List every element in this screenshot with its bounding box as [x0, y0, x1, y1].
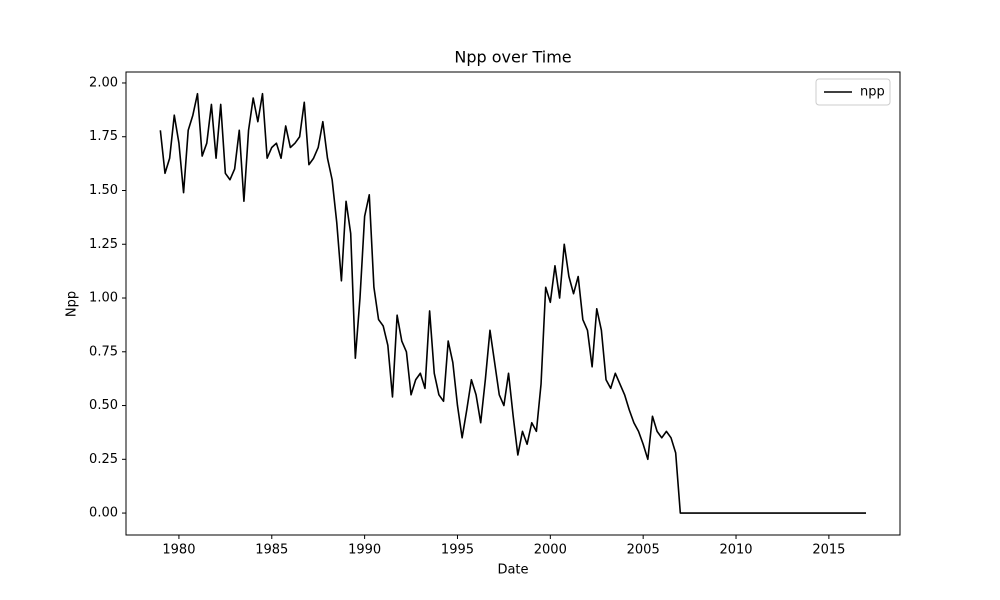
- legend-label: npp: [860, 85, 885, 100]
- data-line: [159, 92, 867, 514]
- x-tick-label: 1995: [441, 543, 474, 558]
- x-tick-label: 1985: [255, 543, 288, 558]
- y-axis-label: Npp: [65, 291, 80, 317]
- y-tick-label: 2.00: [89, 75, 118, 90]
- y-tick-label: 1.25: [89, 237, 118, 252]
- y-tick-label: 0.50: [89, 398, 118, 413]
- chart-title: Npp over Time: [454, 48, 571, 67]
- y-tick-label: 0.25: [89, 452, 118, 467]
- x-tick-label: 2005: [627, 543, 660, 558]
- x-axis-label: Date: [497, 563, 528, 578]
- x-tick-label: 2015: [812, 543, 845, 558]
- y-tick-label: 1.00: [89, 291, 118, 306]
- plot-frame: [125, 71, 901, 536]
- x-tick-label: 2010: [719, 543, 752, 558]
- x-tick-label: 1980: [162, 543, 195, 558]
- y-tick-label: 1.50: [89, 183, 118, 198]
- y-tick-label: 0.75: [89, 344, 118, 359]
- y-tick-label: 1.75: [89, 129, 118, 144]
- x-tick-label: 2000: [534, 543, 567, 558]
- x-tick-label: 1990: [348, 543, 381, 558]
- y-tick-label: 0.00: [89, 506, 118, 521]
- legend-box: [815, 78, 891, 106]
